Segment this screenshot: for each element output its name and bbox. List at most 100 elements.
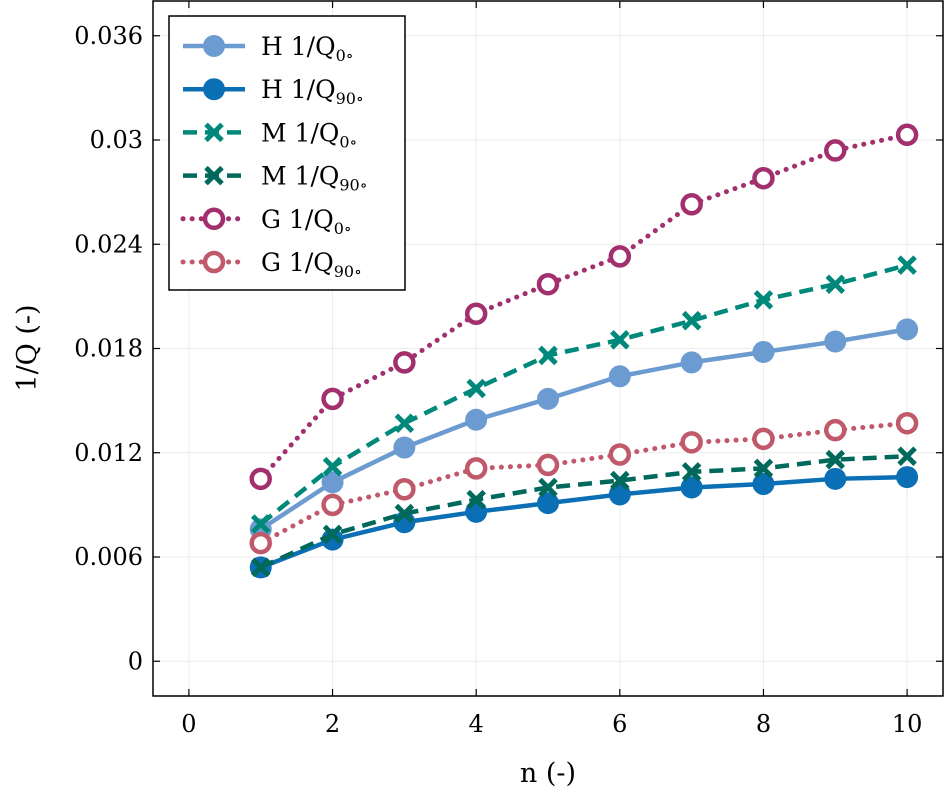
data-point (321, 493, 344, 517)
y-tick-label: 0.024 (74, 230, 143, 258)
y-tick-label: 0.006 (74, 543, 143, 571)
series-5 (249, 123, 919, 491)
data-point (393, 351, 416, 374)
series-line (258, 132, 910, 482)
legend-marker (203, 35, 225, 57)
data-point (537, 387, 559, 410)
legend-entry: G 1/Q90∘ (180, 248, 362, 281)
legend-label-main: G 1/Q (261, 205, 334, 234)
series-line (258, 420, 910, 546)
data-point (753, 290, 774, 310)
data-point (897, 255, 917, 275)
data-point (466, 378, 486, 399)
series-1 (249, 318, 919, 541)
legend-entry: M 1/Q90∘ (183, 162, 368, 195)
data-point (393, 477, 416, 501)
data-point (536, 453, 560, 477)
data-point (465, 408, 488, 431)
legend-label: H 1/Q90∘ (261, 75, 364, 108)
legend-label-subscript: 90∘ (336, 89, 364, 108)
x-tick-label: 6 (612, 710, 627, 738)
series-line (259, 453, 908, 570)
data-point (753, 458, 774, 479)
series-4 (250, 446, 917, 578)
data-point (322, 524, 343, 545)
data-point (897, 446, 917, 466)
x-tick-label: 4 (469, 710, 484, 738)
data-point (610, 470, 630, 491)
legend-label: M 1/Q0∘ (261, 118, 357, 151)
series-line (259, 474, 908, 570)
legend-label: G 1/Q90∘ (261, 248, 362, 281)
data-point (895, 411, 919, 435)
data-point (466, 489, 486, 510)
data-point (394, 413, 415, 433)
legend-marker (203, 78, 225, 101)
legend-entry: H 1/Q0∘ (183, 32, 354, 65)
data-point (464, 302, 488, 325)
data-point (896, 466, 919, 489)
x-tick-label: 2 (325, 710, 340, 738)
legend-label-subscript: 90∘ (339, 176, 367, 195)
data-point (680, 193, 703, 216)
data-point (608, 245, 632, 268)
legend-label-subscript: 0∘ (339, 132, 357, 151)
x-tick-label: 10 (892, 710, 923, 738)
data-point (825, 274, 846, 294)
legend-label-main: M 1/Q (261, 162, 339, 191)
data-point (825, 449, 846, 470)
data-point (752, 166, 775, 190)
legend-label-subscript: 90∘ (334, 262, 362, 281)
data-point (895, 123, 919, 147)
data-point (321, 387, 344, 411)
legend-entry: H 1/Q90∘ (183, 75, 364, 108)
y-tick-label: 0.018 (74, 335, 143, 363)
legend-label: G 1/Q0∘ (261, 205, 352, 238)
data-point (608, 443, 632, 466)
ticks: 0 2 4 6 8 10 0 0.006 0.012 0.018 0.024 0.03 0.036 (74, 1, 943, 738)
data-point (536, 272, 560, 296)
legend-marker (204, 122, 224, 143)
data-point (608, 365, 631, 388)
legend-marker (202, 207, 226, 231)
data-point (681, 462, 702, 482)
series-line (259, 327, 908, 532)
data-point (752, 473, 775, 496)
data-point (896, 318, 919, 341)
y-tick-label: 0.012 (74, 439, 143, 467)
legend-label: M 1/Q90∘ (261, 162, 368, 195)
data-point (610, 330, 630, 350)
series-3 (250, 255, 917, 534)
data-point (752, 340, 775, 363)
data-point (680, 351, 703, 374)
data-point (464, 457, 488, 480)
legend-box (168, 15, 406, 291)
legend-entry: M 1/Q0∘ (183, 118, 357, 151)
legend-marker (202, 250, 226, 274)
data-point (321, 471, 344, 494)
y-tick-label: 0.036 (74, 22, 143, 50)
y-axis-title: 1/Q (-) (12, 304, 43, 391)
series-group (249, 123, 919, 579)
data-point (250, 557, 271, 578)
data-point (824, 467, 847, 490)
legend: H 1/Q0∘H 1/Q90∘M 1/Q0∘M 1/Q90∘G 1/Q0∘G 1… (168, 15, 406, 291)
data-point (249, 531, 272, 555)
legend-marker (204, 165, 224, 186)
data-point (394, 503, 415, 524)
data-point (250, 514, 271, 534)
data-point (538, 477, 558, 498)
data-point (680, 431, 703, 454)
data-point (824, 330, 847, 353)
data-point (322, 456, 343, 477)
data-point (752, 427, 775, 451)
data-point (681, 310, 702, 331)
y-tick-label: 0 (128, 647, 143, 675)
series-line (259, 262, 908, 526)
legend-label-main: M 1/Q (261, 118, 339, 147)
legend-label: H 1/Q0∘ (261, 32, 354, 65)
legend-label-subscript: 0∘ (334, 219, 352, 238)
legend-entry: G 1/Q0∘ (180, 205, 352, 238)
data-point (824, 418, 847, 442)
